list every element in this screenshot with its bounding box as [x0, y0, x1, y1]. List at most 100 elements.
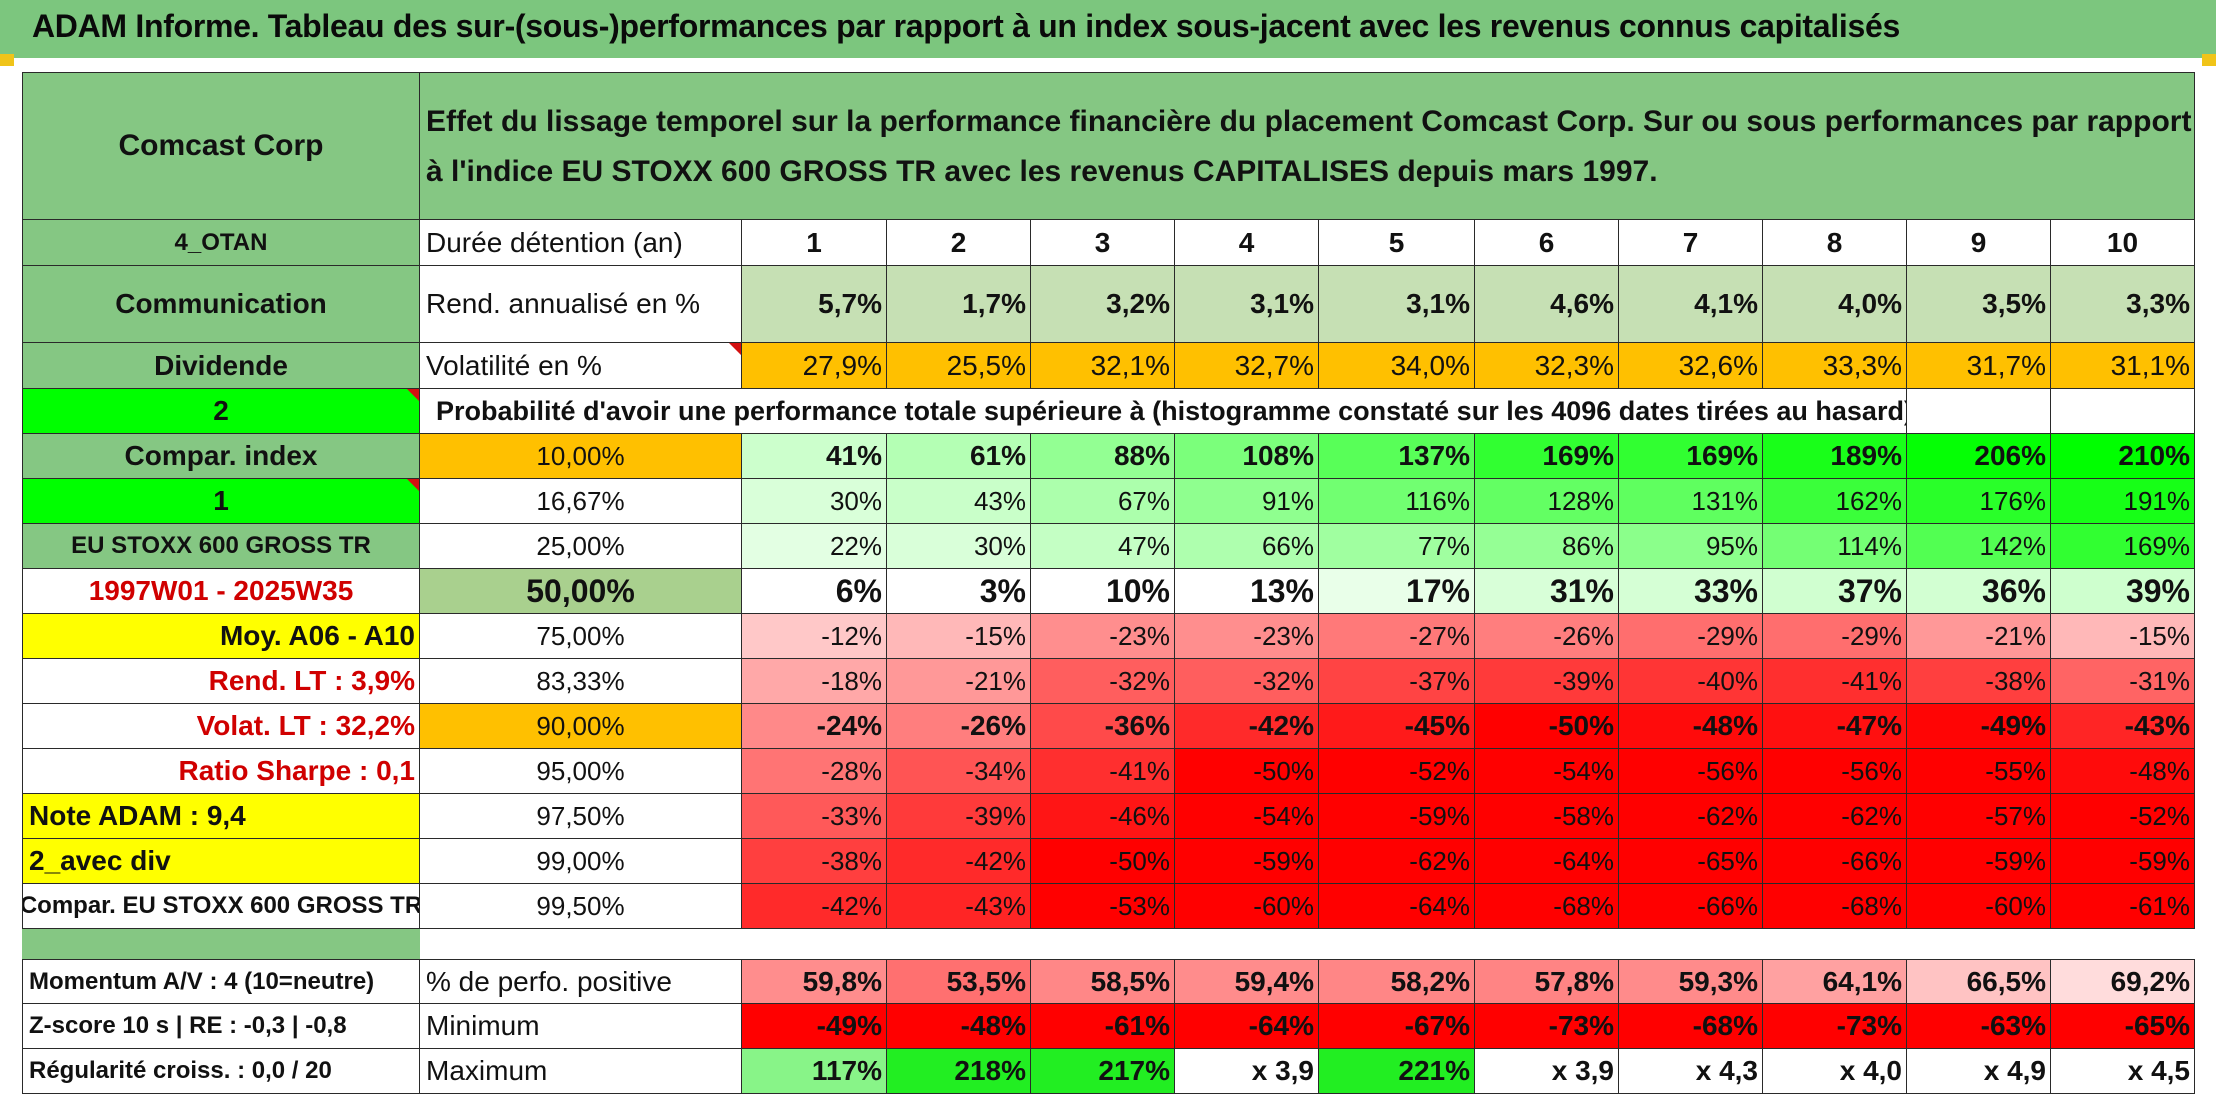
index-name: EU STOXX 600 GROSS TR	[22, 524, 420, 569]
index-flag-value: 1	[22, 479, 420, 524]
threshold-cell: 10,00%	[420, 434, 742, 479]
positive-cell: 59,3%	[1619, 959, 1763, 1004]
prob-cell: -15%	[2051, 614, 2195, 659]
ratio-sharpe-label: Ratio Sharpe : 0,1	[22, 749, 420, 794]
prob-cell: -28%	[742, 749, 887, 794]
prob-cell: -39%	[1475, 659, 1619, 704]
prob-cell: 189%	[1763, 434, 1907, 479]
prob-cell: 61%	[887, 434, 1031, 479]
avec-div-label: 2_avec div	[22, 839, 420, 884]
prob-cell: -52%	[1319, 749, 1475, 794]
prob-cell: -59%	[1319, 794, 1475, 839]
prob-cell: 13%	[1175, 569, 1319, 614]
prob-cell: -26%	[887, 704, 1031, 749]
prob-cell: 30%	[742, 479, 887, 524]
prob-cell: -29%	[1763, 614, 1907, 659]
zscore-label: Z-score 10 s | RE : -0,3 | -0,8	[22, 1004, 420, 1049]
prob-cell: -66%	[1763, 839, 1907, 884]
threshold-cell: 50,00%	[420, 569, 742, 614]
prob-cell: 88%	[1031, 434, 1175, 479]
prob-cell: 47%	[1031, 524, 1175, 569]
prob-cell: -55%	[1907, 749, 2051, 794]
threshold-cell: 99,00%	[420, 839, 742, 884]
threshold-cell: 75,00%	[420, 614, 742, 659]
dividend-label: Dividende	[22, 343, 420, 389]
threshold-cell: 90,00%	[420, 704, 742, 749]
prob-cell: 169%	[1619, 434, 1763, 479]
prob-cell: -39%	[887, 794, 1031, 839]
prob-cell: 43%	[887, 479, 1031, 524]
prob-cell: 33%	[1619, 569, 1763, 614]
threshold-cell: 25,00%	[420, 524, 742, 569]
maximum-cell: x 3,9	[1175, 1049, 1319, 1094]
volat-lt-label: Volat. LT : 32,2%	[22, 704, 420, 749]
prob-cell: -37%	[1319, 659, 1475, 704]
empty-cell	[2051, 389, 2195, 434]
prob-cell: -32%	[1031, 659, 1175, 704]
maximum-cell: x 4,9	[1907, 1049, 2051, 1094]
maximum-cell: x 4,3	[1619, 1049, 1763, 1094]
prob-cell: -42%	[742, 884, 887, 929]
performance-table: Comcast Corp Effet du lissage temporel s…	[22, 72, 2195, 1094]
prob-cell: 22%	[742, 524, 887, 569]
regularite-label: Régularité croiss. : 0,0 / 20	[22, 1049, 420, 1094]
maximum-cell: x 4,5	[2051, 1049, 2195, 1094]
rend-cell: 3,5%	[1907, 266, 2051, 343]
prob-cell: 66%	[1175, 524, 1319, 569]
positive-cell: 57,8%	[1475, 959, 1619, 1004]
prob-cell: -42%	[887, 839, 1031, 884]
prob-cell: -23%	[1031, 614, 1175, 659]
title-bar: ADAM Informe. Tableau des sur-(sous-)per…	[0, 0, 2216, 58]
prob-cell: 108%	[1175, 434, 1319, 479]
prob-cell: -12%	[742, 614, 887, 659]
year-header: 3	[1031, 220, 1175, 266]
corner-marker	[0, 54, 14, 66]
rend-cell: 4,0%	[1763, 266, 1907, 343]
maximum-label: Maximum	[420, 1049, 742, 1094]
company-name: Comcast Corp	[22, 72, 420, 220]
prob-cell: 169%	[1475, 434, 1619, 479]
prob-cell: 210%	[2051, 434, 2195, 479]
positive-cell: 53,5%	[887, 959, 1031, 1004]
prob-cell: 41%	[742, 434, 887, 479]
rend-lt-label: Rend. LT : 3,9%	[22, 659, 420, 704]
prob-cell: -50%	[1031, 839, 1175, 884]
maximum-cell: 217%	[1031, 1049, 1175, 1094]
year-header: 6	[1475, 220, 1619, 266]
prob-cell: 67%	[1031, 479, 1175, 524]
positive-cell: 64,1%	[1763, 959, 1907, 1004]
volat-cell: 32,7%	[1175, 343, 1319, 389]
prob-cell: -32%	[1175, 659, 1319, 704]
prob-cell: -56%	[1763, 749, 1907, 794]
prob-cell: -27%	[1319, 614, 1475, 659]
prob-cell: 116%	[1319, 479, 1475, 524]
prob-cell: 142%	[1907, 524, 2051, 569]
minimum-cell: -68%	[1619, 1004, 1763, 1049]
prob-cell: -29%	[1619, 614, 1763, 659]
compar-full-label: Compar. EU STOXX 600 GROSS TR	[22, 884, 420, 929]
period-label: 1997W01 - 2025W35	[22, 569, 420, 614]
threshold-cell: 97,50%	[420, 794, 742, 839]
prob-cell: 162%	[1763, 479, 1907, 524]
prob-cell: -36%	[1031, 704, 1175, 749]
prob-cell: -38%	[742, 839, 887, 884]
prob-cell: -45%	[1319, 704, 1475, 749]
volat-cell: 32,3%	[1475, 343, 1619, 389]
volat-label: Volatilité en %	[420, 343, 742, 389]
prob-cell: 131%	[1619, 479, 1763, 524]
maximum-cell: 221%	[1319, 1049, 1475, 1094]
minimum-cell: -65%	[2051, 1004, 2195, 1049]
prob-cell: -52%	[2051, 794, 2195, 839]
volat-cell: 33,3%	[1763, 343, 1907, 389]
minimum-label: Minimum	[420, 1004, 742, 1049]
year-header: 7	[1619, 220, 1763, 266]
empty-cell	[1907, 389, 2051, 434]
year-header: 5	[1319, 220, 1475, 266]
prob-cell: 39%	[2051, 569, 2195, 614]
rend-cell: 5,7%	[742, 266, 887, 343]
prob-cell: 91%	[1175, 479, 1319, 524]
prob-cell: -43%	[887, 884, 1031, 929]
corner-marker	[2202, 54, 2216, 66]
prob-cell: -48%	[2051, 749, 2195, 794]
maximum-cell: x 3,9	[1475, 1049, 1619, 1094]
